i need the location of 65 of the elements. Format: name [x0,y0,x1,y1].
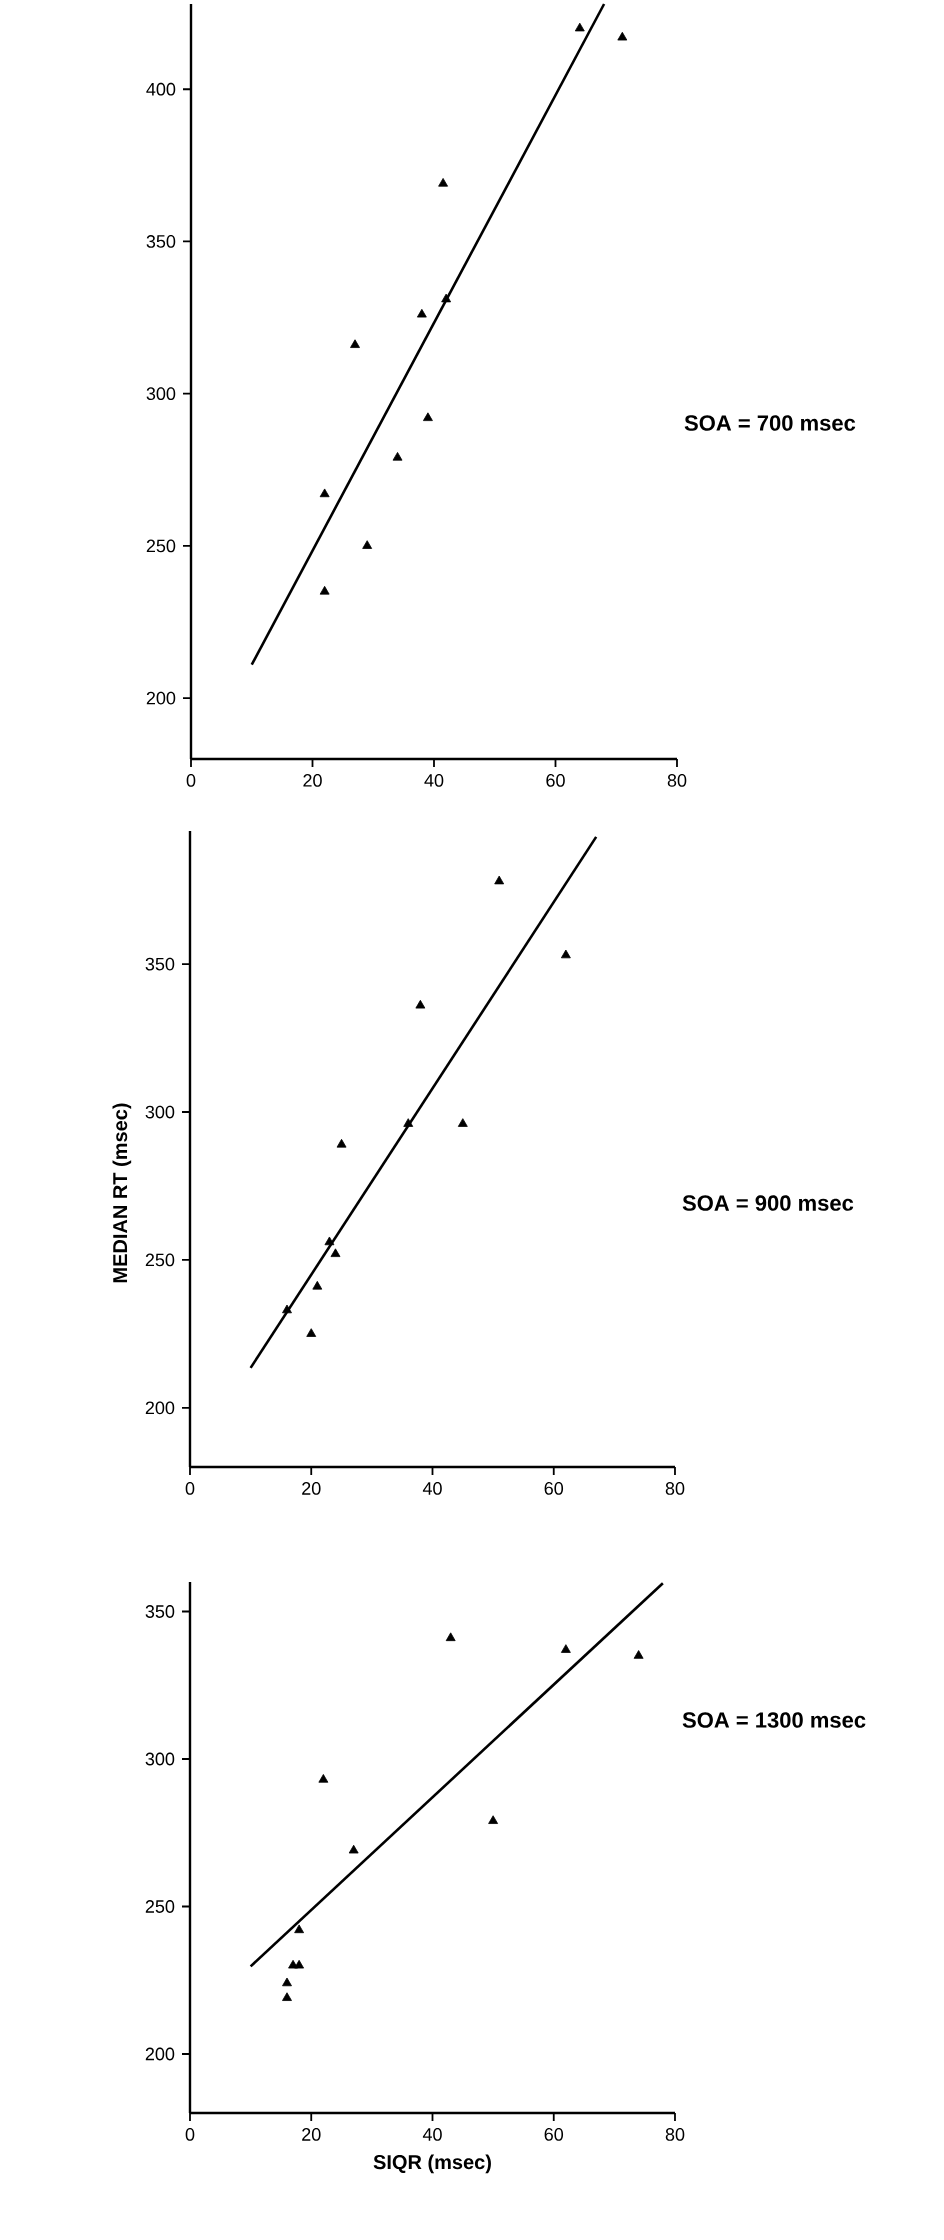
y-tick-label: 350 [145,957,175,971]
x-axis-title: SIQR (msec) [373,2154,491,2174]
x-tick-label: 0 [185,2128,195,2141]
point [282,1977,292,1987]
point [312,1280,323,1290]
y-tick-label: 350 [146,235,176,248]
x-tick-label: 20 [302,2128,321,2141]
x-tick-label: 40 [424,774,444,787]
point [336,1138,347,1148]
x-tick-label: 60 [544,2128,564,2141]
y-tick-label: 250 [145,1253,175,1267]
y-tick-label: 200 [145,2047,175,2061]
point [318,1774,329,1783]
point [403,1118,414,1127]
x-tick-label: 80 [665,2128,685,2141]
point [330,1248,341,1257]
point [494,875,505,885]
x-tick-label: 0 [185,1482,195,1495]
x-tick-label: 20 [302,1482,321,1495]
point [415,999,426,1009]
point [319,585,330,595]
point [560,949,571,959]
point [457,1118,468,1127]
point [445,1632,456,1642]
point [294,1924,305,1934]
y-tick-label: 300 [145,1105,175,1119]
point [392,451,403,461]
text: SOA = 1300 msec [682,1712,866,1728]
y-tick-label: 250 [145,1900,175,1913]
x-tick-label: 0 [186,774,196,787]
y-tick-label: 200 [146,691,176,705]
x-tick-label: 60 [544,1482,564,1495]
point [350,339,360,348]
y-tick-label: 250 [146,539,176,553]
point [423,412,433,422]
x-tick-label: 80 [665,1482,685,1495]
y-tick-label: 300 [146,387,176,401]
x-tick-label: 80 [667,774,687,787]
y-tick-label: 400 [146,82,176,96]
x-tick-label: 60 [546,774,565,787]
point [319,488,330,498]
y-axis-title: MEDIAN RT (msec) [112,1103,132,1283]
point [282,1992,292,2001]
point [362,540,373,549]
point [348,1844,359,1854]
y-tick-label: 300 [145,1752,175,1766]
x-tick-label: 20 [303,774,322,787]
text: SOA = 700 msec [684,415,856,431]
y-tick-label: 200 [145,1401,175,1415]
point [282,1304,292,1314]
point [438,178,449,187]
point [574,22,585,32]
point [306,1328,317,1337]
point [617,31,628,41]
point [294,1959,305,1969]
text: SOA = 900 msec [682,1195,854,1211]
point [324,1236,335,1246]
point [416,308,427,318]
y-tick-label: 350 [145,1605,175,1618]
point [488,1815,499,1824]
point [441,293,452,303]
x-tick-label: 40 [422,2128,442,2141]
point [560,1644,571,1653]
point [633,1650,644,1659]
x-tick-label: 40 [422,1482,442,1495]
